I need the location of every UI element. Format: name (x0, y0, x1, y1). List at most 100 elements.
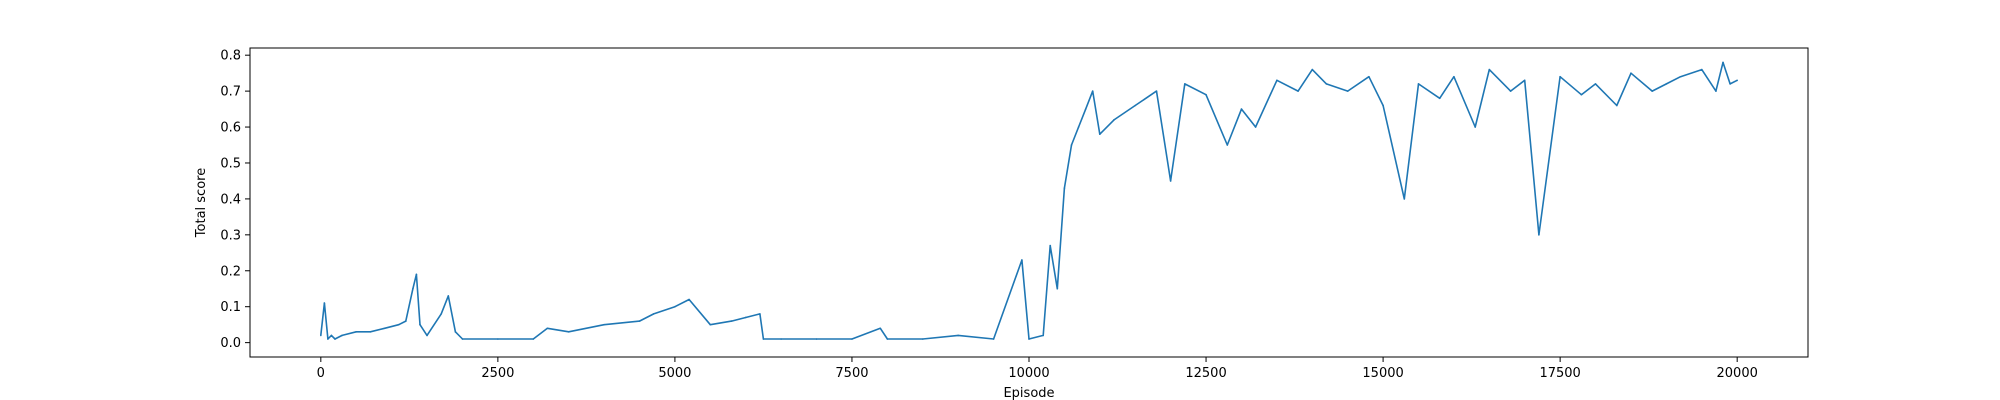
data-point (957, 334, 959, 337)
data-point (1403, 198, 1406, 200)
x-tick-label: 20000 (1717, 366, 1758, 381)
data-point (447, 295, 450, 297)
data-point (334, 338, 336, 340)
data-point (730, 320, 733, 322)
data-point (1254, 126, 1257, 128)
data-point (320, 334, 322, 337)
data-point (532, 338, 535, 340)
data-point (1205, 93, 1207, 96)
data-point (1630, 72, 1632, 74)
data-point (744, 316, 747, 319)
data-point (454, 331, 457, 333)
data-point (412, 287, 414, 290)
data-point (567, 331, 570, 333)
y-tick-label: 0.0 (220, 336, 241, 351)
y-tick-label: 0.3 (220, 228, 241, 243)
data-point (638, 320, 641, 322)
y-tick-label: 0.1 (220, 300, 241, 315)
data-point (1594, 83, 1597, 85)
data-point (762, 338, 765, 340)
x-tick-label: 10000 (1008, 366, 1049, 381)
data-point (1226, 144, 1229, 146)
data-point (1311, 68, 1314, 71)
data-point (461, 338, 464, 340)
data-point (1736, 79, 1738, 82)
data-point (1134, 104, 1137, 107)
data-point (780, 338, 782, 340)
data-point (1028, 338, 1030, 340)
data-point (1297, 90, 1299, 92)
data-point (886, 338, 889, 340)
data-point (497, 338, 499, 340)
data-point (1700, 68, 1703, 71)
data-point (1438, 97, 1441, 100)
data-point (1276, 79, 1278, 82)
data-point (1169, 180, 1172, 182)
x-tick-label: 7500 (835, 366, 868, 381)
y-tick-label: 0.5 (220, 156, 241, 171)
data-point (674, 305, 676, 308)
data-point (1070, 144, 1073, 146)
data-point (1113, 119, 1115, 121)
x-tick-label: 0 (317, 366, 325, 381)
data-point (921, 338, 924, 340)
data-point (415, 273, 418, 276)
data-point (323, 302, 326, 304)
data-point (1417, 83, 1420, 85)
data-point (327, 338, 329, 340)
y-tick-label: 0.8 (220, 49, 241, 64)
x-tick-label: 5000 (658, 366, 691, 381)
data-point (1184, 83, 1186, 85)
data-point (1021, 259, 1023, 261)
x-tick-label: 12500 (1185, 366, 1226, 381)
data-point (1715, 90, 1717, 92)
data-point (1368, 75, 1370, 78)
data-point (369, 331, 372, 333)
data-point (688, 298, 690, 301)
data-point (1240, 108, 1243, 110)
data-point (992, 338, 995, 340)
data-point (759, 313, 761, 315)
y-tick-label: 0.7 (220, 85, 241, 100)
data-point (1084, 108, 1087, 110)
x-axis: 0 2500 5000 7500 10000 12500 15000 17500 20000 (317, 357, 1758, 381)
data-point (355, 331, 358, 333)
series-line (320, 61, 1738, 340)
data-point (1382, 104, 1384, 107)
data-point (1063, 187, 1066, 189)
x-tick-label: 17500 (1539, 366, 1580, 381)
data-point (851, 338, 853, 340)
data-point (652, 313, 655, 315)
data-point (1155, 90, 1158, 92)
data-point (879, 327, 882, 330)
data-point (1453, 75, 1455, 78)
data-point (383, 327, 386, 330)
data-point (1091, 90, 1094, 92)
plot-area (249, 47, 1809, 358)
y-axis: 0.0 0.1 0.2 0.3 0.4 0.5 0.6 0.7 0.8 (220, 49, 250, 351)
data-point (426, 334, 428, 337)
y-axis-label: Total score (194, 168, 209, 238)
data-point (1474, 126, 1476, 128)
data-point (1325, 83, 1328, 85)
data-point (1651, 90, 1653, 92)
data-point (1488, 68, 1491, 71)
data-point (1523, 79, 1526, 82)
series-points (320, 61, 1738, 340)
data-point (1077, 126, 1080, 128)
y-tick-label: 0.2 (220, 264, 241, 279)
x-tick-label: 2500 (481, 366, 514, 381)
data-point (440, 313, 443, 315)
data-point (709, 323, 712, 326)
data-point (603, 323, 605, 326)
data-point (1099, 133, 1101, 136)
data-point (1679, 75, 1682, 78)
data-point (1559, 75, 1561, 78)
data-point (419, 323, 421, 326)
data-point (341, 334, 343, 337)
data-point (1722, 61, 1724, 64)
data-point (397, 323, 400, 326)
data-point (405, 320, 407, 322)
data-point (1615, 104, 1618, 107)
